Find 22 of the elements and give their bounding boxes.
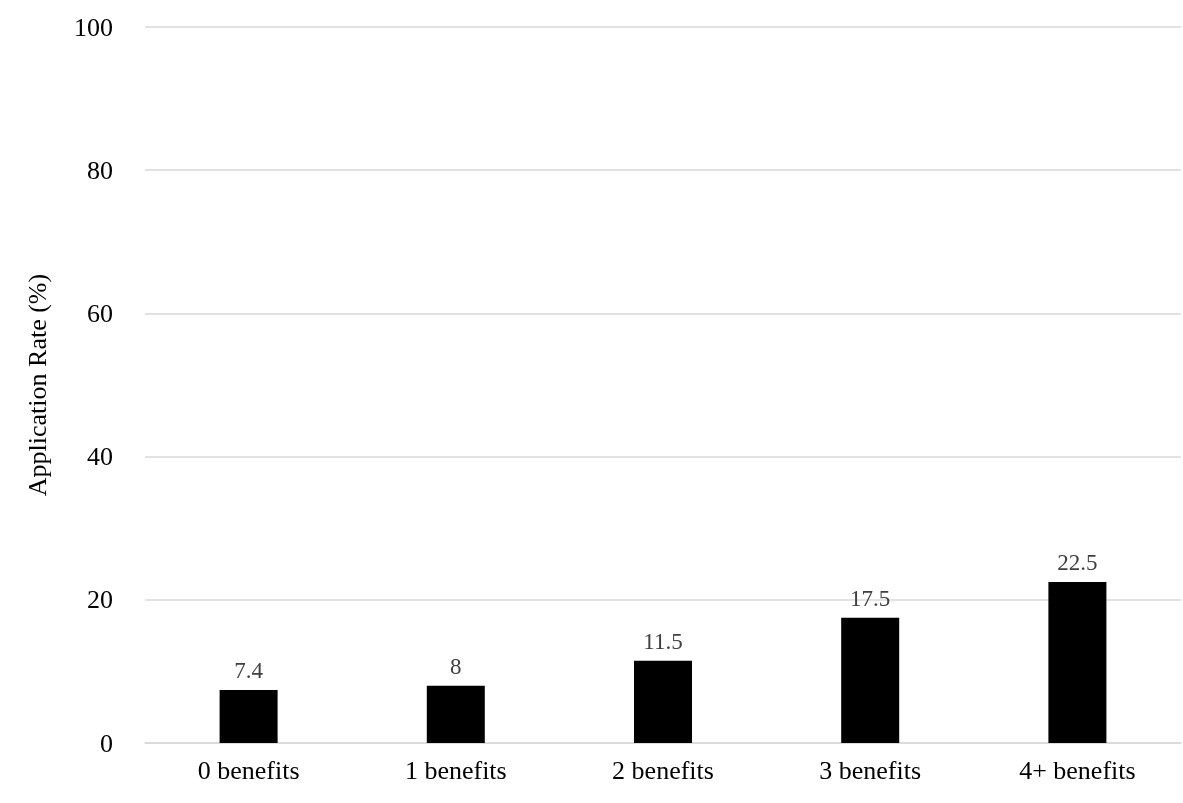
x-tick-label: 1 benefits (404, 755, 507, 785)
x-tick-label: 3 benefits (819, 755, 922, 785)
data-label: 11.5 (643, 628, 683, 654)
y-tick-label: 80 (87, 155, 113, 185)
data-label: 8 (450, 653, 462, 679)
y-tick-label: 100 (74, 12, 113, 42)
data-label: 7.4 (234, 658, 264, 684)
bar (426, 685, 485, 743)
bar (634, 660, 692, 743)
bar (841, 617, 900, 743)
bar (219, 690, 278, 743)
y-tick-label: 60 (87, 298, 113, 328)
y-tick-label: 0 (100, 728, 113, 758)
y-tick-label: 20 (87, 585, 113, 615)
y-tick-label: 40 (87, 442, 113, 472)
data-label: 17.5 (850, 585, 891, 611)
data-label: 22.5 (1057, 549, 1098, 575)
y-axis-title: Application Rate (%) (22, 273, 52, 497)
x-tick-label: 2 benefits (612, 755, 714, 785)
x-tick-label: 4+ benefits (1019, 755, 1136, 785)
x-tick-label: 0 benefits (197, 755, 300, 785)
bar (1048, 581, 1107, 743)
